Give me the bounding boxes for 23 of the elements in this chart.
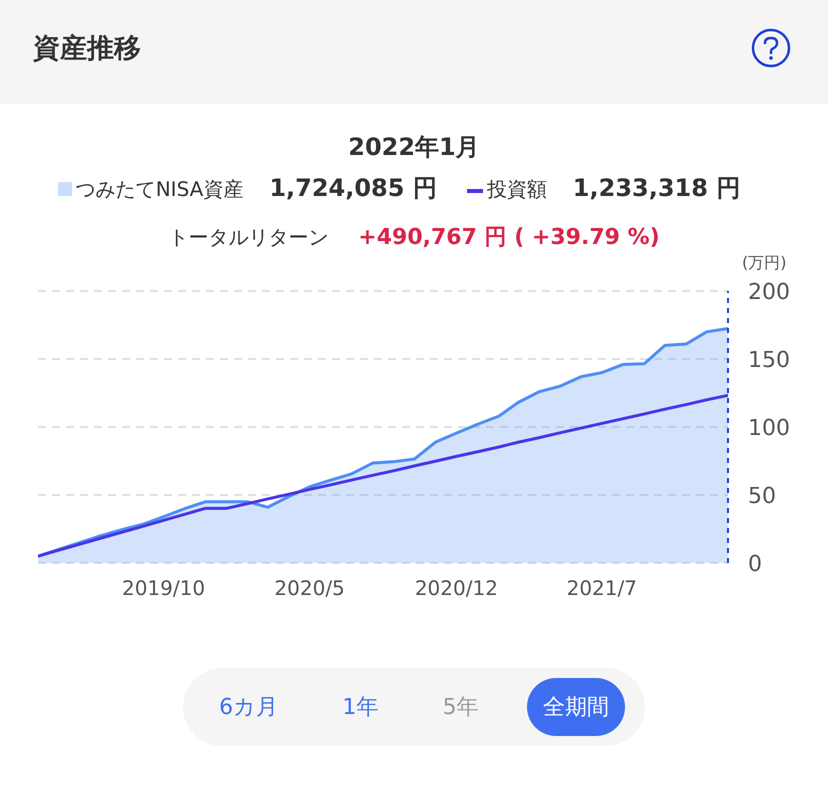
x-tick-label: 2021/7 [566,576,637,600]
line-series [38,394,728,558]
x-tick-label: 2020/12 [414,576,498,600]
y-tick-label: 50 [748,484,776,509]
legend-label: 投資額 [486,177,547,201]
text: 1,724,085 円 [269,174,437,202]
y-tick-label: 100 [748,416,790,441]
y-axis-title: (万円) [742,253,786,274]
text: トータルリターン [168,225,328,249]
text: 6カ月 [218,694,280,722]
x-tick-label: 2020/5 [274,576,345,600]
text: 5年 [442,694,480,722]
text: 1,233,318 円 [572,174,740,202]
chart-title: 資産推移 [33,32,141,66]
legend-label: つみたてNISA資産 [76,177,244,201]
text: 1年 [341,694,380,722]
chart-subtitle: 2022年1月 [347,132,481,163]
y-tick-label: 200 [748,280,790,305]
text: +490,767 円 ( +39.79 %) [358,225,660,250]
text: 全期間 [526,678,625,736]
x-tick-label: 2019/10 [122,576,206,600]
y-tick-label: 0 [748,552,762,577]
y-tick-label: 150 [748,348,790,373]
